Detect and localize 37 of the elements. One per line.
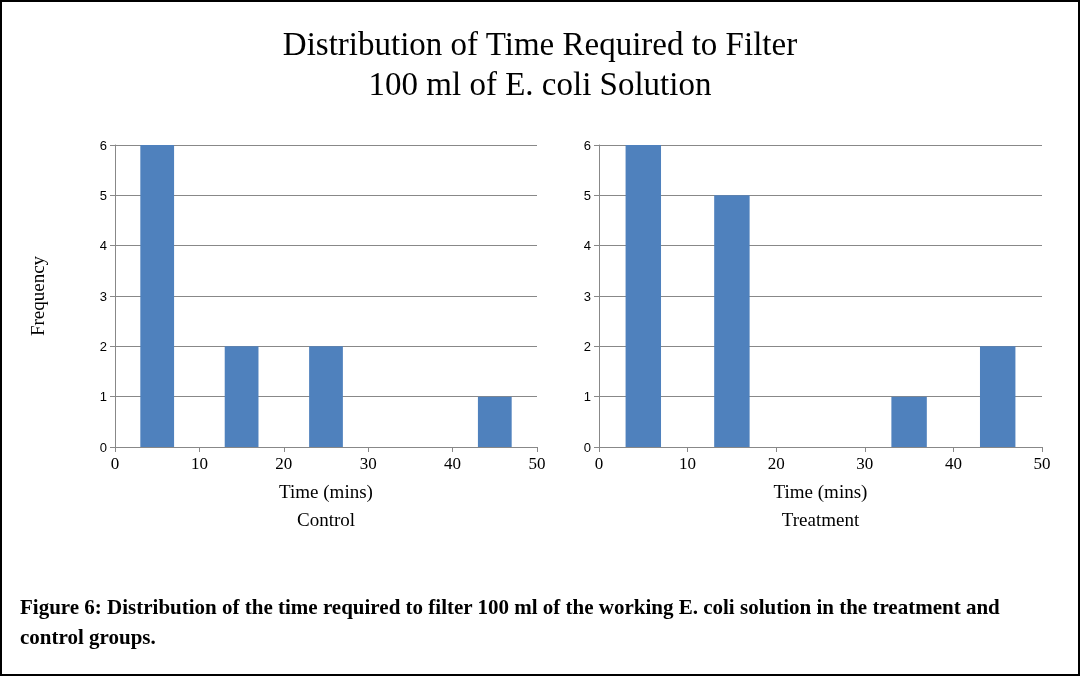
y-tick-label: 1 (99, 389, 107, 405)
y-tick-label: 6 (99, 137, 107, 153)
bar (477, 396, 512, 447)
y-tick-label: 0 (99, 439, 107, 455)
x-axis-title: Time (mins) Treatment (773, 480, 868, 530)
x-tick-label: 40 (444, 454, 462, 473)
y-axis-title: Frequency (27, 255, 48, 337)
y-tick-label: 5 (583, 187, 591, 203)
bar (224, 346, 259, 447)
y-tick-label: 2 (99, 338, 107, 354)
bar (140, 145, 175, 447)
y-tick-label: 4 (99, 238, 107, 254)
x-tick-label: 10 (190, 454, 208, 473)
y-tick-label: 0 (583, 439, 591, 455)
y-tick-label: 6 (583, 137, 591, 153)
x-tick-label: 50 (528, 454, 546, 473)
x-tick-label: 10 (679, 454, 697, 473)
y-tick-label: 1 (583, 389, 591, 405)
x-tick-label: 30 (359, 454, 377, 473)
x-tick-label: 30 (856, 454, 874, 473)
x-tick-label: 20 (275, 454, 293, 473)
y-tick-label: 4 (583, 238, 591, 254)
bar (625, 145, 662, 447)
y-tick-label: 2 (583, 338, 591, 354)
x-tick-label: 20 (767, 454, 785, 473)
x-tick-label: 40 (944, 454, 962, 473)
x-tick-label: 50 (1033, 454, 1051, 473)
bar (891, 396, 927, 447)
bar (979, 346, 1016, 447)
y-tick-label: 3 (583, 288, 591, 304)
chart-title: Distribution of Time Required to Filter 100 ml of E. coli Solution (281, 25, 799, 104)
caption: Figure 6: Distribution of the time required to filter 100 ml of the working E. coli solution in the treatment and control groups. (20, 594, 1001, 651)
y-tick-label: 5 (99, 187, 107, 203)
x-axis-title: Time (mins) Control (279, 480, 373, 530)
bar (714, 195, 750, 447)
bar (309, 346, 343, 447)
y-tick-label: 3 (99, 288, 107, 304)
